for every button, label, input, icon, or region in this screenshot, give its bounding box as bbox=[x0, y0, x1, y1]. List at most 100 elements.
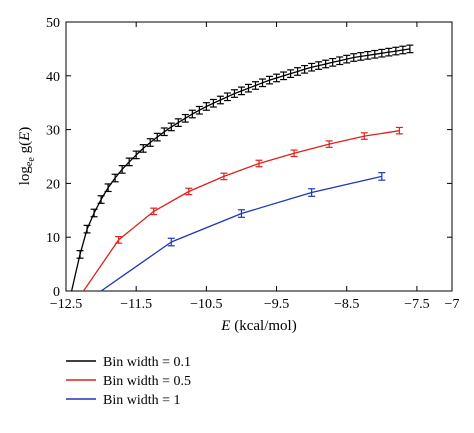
legend-label-bin-0-1: Bin width = 0.1 bbox=[103, 355, 191, 370]
y-tick-label: 10 bbox=[46, 231, 60, 246]
error-bar bbox=[357, 52, 365, 61]
error-bar bbox=[209, 98, 217, 108]
error-bar bbox=[167, 237, 175, 247]
y-axis-sub: e bbox=[24, 161, 35, 166]
series-1 bbox=[82, 126, 403, 292]
error-bar bbox=[223, 92, 231, 102]
x-tick-label: −9.5 bbox=[264, 297, 289, 312]
x-tick-label: −10.5 bbox=[190, 297, 222, 312]
y-axis-tail: g( bbox=[17, 141, 33, 157]
series-2 bbox=[100, 172, 386, 292]
y-axis-title: logee g(E) bbox=[17, 127, 37, 186]
error-bar bbox=[308, 62, 316, 72]
error-bar bbox=[294, 67, 302, 76]
error-bar bbox=[90, 208, 98, 218]
x-tick-label: −7.5 bbox=[404, 297, 429, 312]
error-bar bbox=[125, 157, 133, 167]
legend: Bin width = 0.1 Bin width = 0.5 Bin widt… bbox=[66, 355, 191, 408]
error-bar bbox=[315, 61, 323, 70]
error-bar bbox=[237, 209, 245, 218]
error-bar bbox=[329, 57, 337, 67]
error-bar bbox=[290, 149, 298, 158]
y-axis-log: log bbox=[17, 166, 33, 186]
error-bar bbox=[378, 172, 386, 181]
y-tick-label: 30 bbox=[46, 124, 60, 139]
x-tick-label: −8.5 bbox=[334, 297, 359, 312]
error-bar bbox=[259, 78, 267, 88]
error-bar bbox=[308, 188, 316, 197]
error-bar bbox=[237, 86, 245, 96]
error-bar bbox=[118, 165, 126, 174]
error-bar bbox=[325, 140, 333, 148]
y-axis-close: ) bbox=[17, 127, 33, 132]
error-bar bbox=[364, 50, 372, 60]
legend-item-bin-0-5: Bin width = 0.5 bbox=[66, 374, 191, 389]
error-bar bbox=[244, 83, 252, 93]
y-tick-label: 50 bbox=[46, 16, 60, 31]
error-bar bbox=[273, 73, 281, 83]
error-bar bbox=[97, 195, 105, 204]
error-bar bbox=[185, 187, 193, 196]
error-bar bbox=[287, 69, 295, 79]
error-bar bbox=[350, 53, 358, 62]
error-bar bbox=[378, 48, 386, 58]
error-bar bbox=[392, 46, 400, 56]
series-line bbox=[82, 130, 400, 292]
x-tick-label: −12.5 bbox=[50, 297, 82, 312]
error-bar bbox=[406, 44, 414, 54]
error-bar bbox=[360, 132, 368, 140]
error-bar bbox=[251, 81, 259, 90]
error-bar bbox=[153, 132, 161, 142]
y-tick-label: 20 bbox=[46, 177, 60, 192]
error-bar bbox=[174, 118, 182, 127]
error-bar bbox=[216, 95, 224, 105]
y-axis-sub2: e bbox=[26, 157, 37, 162]
error-bar bbox=[188, 109, 196, 119]
error-bar bbox=[371, 49, 379, 59]
legend-label-bin-1: Bin width = 1 bbox=[103, 393, 181, 408]
error-bar bbox=[181, 113, 189, 123]
error-bar bbox=[83, 224, 91, 234]
error-bar bbox=[202, 102, 210, 111]
error-bar bbox=[139, 144, 147, 153]
error-bar bbox=[322, 59, 330, 69]
error-bar bbox=[395, 126, 403, 135]
x-tick-label: −7 bbox=[445, 297, 460, 312]
legend-item-bin-1: Bin width = 1 bbox=[66, 393, 181, 408]
legend-item-bin-0-1: Bin width = 0.1 bbox=[66, 355, 191, 370]
error-bar bbox=[111, 173, 119, 183]
error-bar bbox=[76, 250, 84, 259]
x-axis-title: E (kcal/mol) bbox=[220, 318, 296, 334]
error-bar bbox=[115, 236, 123, 244]
error-bar bbox=[301, 64, 309, 74]
error-bar bbox=[104, 183, 112, 193]
axis-ticks: −12.5 −11.5 −10.5 −9.5 −8.5 −7.5 −7 0 10 20 30 40 50 bbox=[46, 16, 459, 312]
error-bar bbox=[160, 127, 168, 137]
y-tick-label: 0 bbox=[53, 285, 60, 300]
x-axis-unit: (kcal/mol) bbox=[230, 318, 296, 334]
plot-frame bbox=[65, 21, 453, 292]
y-axis-var: E bbox=[17, 132, 33, 142]
series-0 bbox=[70, 44, 414, 292]
series-layer bbox=[70, 44, 414, 292]
series-line bbox=[100, 175, 382, 292]
error-bar bbox=[230, 89, 238, 98]
error-bar bbox=[343, 54, 351, 64]
error-bar bbox=[132, 150, 140, 160]
error-bar bbox=[146, 138, 154, 147]
error-bar bbox=[280, 71, 288, 81]
x-axis-var: E bbox=[220, 318, 230, 334]
error-bar bbox=[399, 45, 407, 55]
error-bar bbox=[385, 47, 393, 57]
legend-label-bin-0-5: Bin width = 0.5 bbox=[103, 374, 191, 389]
error-bar bbox=[220, 172, 228, 181]
error-bar bbox=[266, 75, 274, 85]
y-tick-label: 40 bbox=[46, 70, 60, 85]
error-bar bbox=[167, 122, 175, 132]
error-bar bbox=[195, 105, 203, 115]
x-tick-label: −11.5 bbox=[120, 297, 152, 312]
error-bar bbox=[336, 56, 344, 66]
error-bar bbox=[255, 159, 263, 168]
error-bar bbox=[150, 207, 158, 216]
